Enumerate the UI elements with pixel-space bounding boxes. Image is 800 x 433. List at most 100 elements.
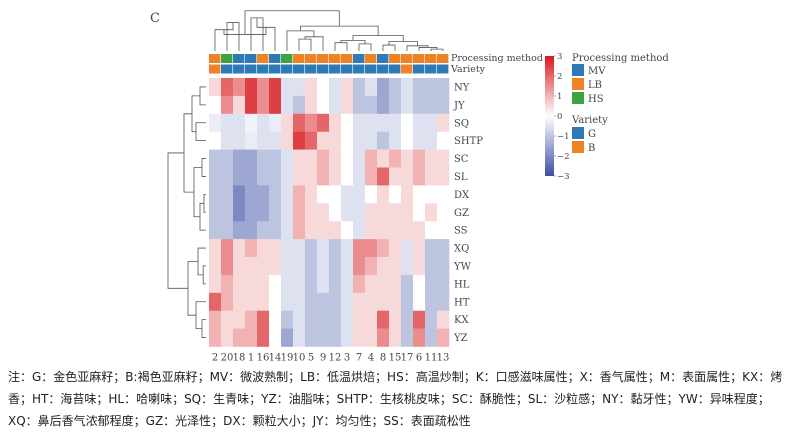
heatmap-cell [413,149,426,168]
heatmap-cell [389,239,402,258]
heatmap-cell [257,274,270,294]
heatmap-cell [293,131,306,150]
heatmap-cell [209,167,222,186]
heatmap-figure: C Processing method Variety NY JY SQ SHTP SC… [150,10,669,363]
heatmap-cell [341,292,354,311]
column-label: 3 [344,353,350,363]
variety-cell [221,64,233,74]
heatmap-cell [317,185,330,204]
heatmap-cell [329,78,342,97]
heatmap-cell [317,257,330,276]
processing-method-cell [233,54,245,63]
variety-cell [401,64,413,74]
heatmap-cell [377,292,390,311]
color-scale-tick-label: 0 [557,112,562,122]
heatmap-cell [401,221,414,240]
heatmap-cell [365,292,378,311]
processing-method-cell [341,54,353,63]
heatmap-cell [209,131,222,150]
heatmap-cell [305,95,318,115]
heatmap-cell [365,257,378,276]
heatmap-cell [329,95,342,115]
column-dendrogram-branch [418,47,438,51]
legend-processing-method-label: MV [588,66,606,77]
heatmap-cell [413,185,426,204]
heatmap-cell [221,167,234,186]
heatmap-cell [305,185,318,204]
row-label: KX [454,315,469,326]
row-label: SL [454,172,468,183]
heatmap-cell [401,274,414,294]
heatmap-cell [401,149,414,168]
heatmap-cell [293,328,306,347]
column-label: 8 [380,353,386,363]
heatmap-cell [233,185,246,204]
heatmap-cell [233,131,246,150]
variety-cell [305,64,317,74]
heatmap-cell [269,167,282,186]
heatmap-cell [365,328,378,347]
heatmap-cell [353,274,366,294]
variety-cell [413,64,425,74]
heatmap-cell [293,257,306,276]
heatmap-cell [425,203,438,222]
column-label: 15 [389,353,402,363]
processing-method-cell [377,54,389,63]
row-label: SC [454,154,469,165]
column-dendrogram-branch [382,44,396,51]
heatmap-cell [305,203,318,222]
heatmap-cell [317,274,330,294]
heatmap-cell [365,78,378,97]
heatmap-cell [209,257,222,276]
heatmap-cell [341,185,354,204]
heatmap-cell [257,221,270,240]
heatmap-cell [329,185,342,204]
row-dendrogram-branch [197,247,206,276]
heatmap-cell [341,113,354,132]
color-scale-tick-label: −1 [557,132,570,142]
color-scale-bar: 3 2 1 0 −1 −2 −3 [545,52,570,182]
heatmap-cell [281,113,294,132]
row-dendrogram-branch [183,113,194,193]
heatmap-cell [437,328,450,347]
heatmap-cell [401,292,414,311]
processing-method-cell [269,54,281,63]
processing-method-cell [209,54,221,63]
row-label: YW [453,261,472,272]
heatmap-cell [281,274,294,294]
heatmap-cell [245,221,258,240]
column-dendrogram-branch [244,10,340,35]
heatmap-cell [341,257,354,276]
row-label: HL [454,279,470,290]
heatmap-cell [233,239,246,258]
heatmap-cell [413,167,426,186]
heatmap-cell [389,274,402,294]
heatmap-cell [437,203,450,222]
heatmap-cell [317,95,330,115]
heatmap-cell [437,149,450,168]
heatmap-cell [269,292,282,311]
heatmap-cell [341,149,354,168]
heatmap-cell [317,131,330,150]
heatmap-cell [389,292,402,311]
heatmap-cell [329,149,342,168]
heatmap-cell [437,185,450,204]
heatmap-cell [293,310,306,329]
heatmap-cell [281,95,294,115]
column-label: 10 [293,353,306,363]
heatmap-cell [245,239,258,258]
heatmap-cell [245,203,258,222]
heatmap-cell [425,292,438,311]
variety-cell [281,64,293,74]
heatmap-cell [221,185,234,204]
heatmap-cell [293,149,306,168]
row-dendrogram-branch [199,202,206,231]
heatmap-cell [269,257,282,276]
heatmap-cell [425,274,438,294]
heatmap-cell [377,257,390,276]
column-label: 18 [233,353,246,363]
heatmap-cell [293,239,306,258]
row-dendrogram-branch [201,319,206,338]
column-dendrogram-branch [286,30,315,51]
heatmap-cell [437,310,450,329]
